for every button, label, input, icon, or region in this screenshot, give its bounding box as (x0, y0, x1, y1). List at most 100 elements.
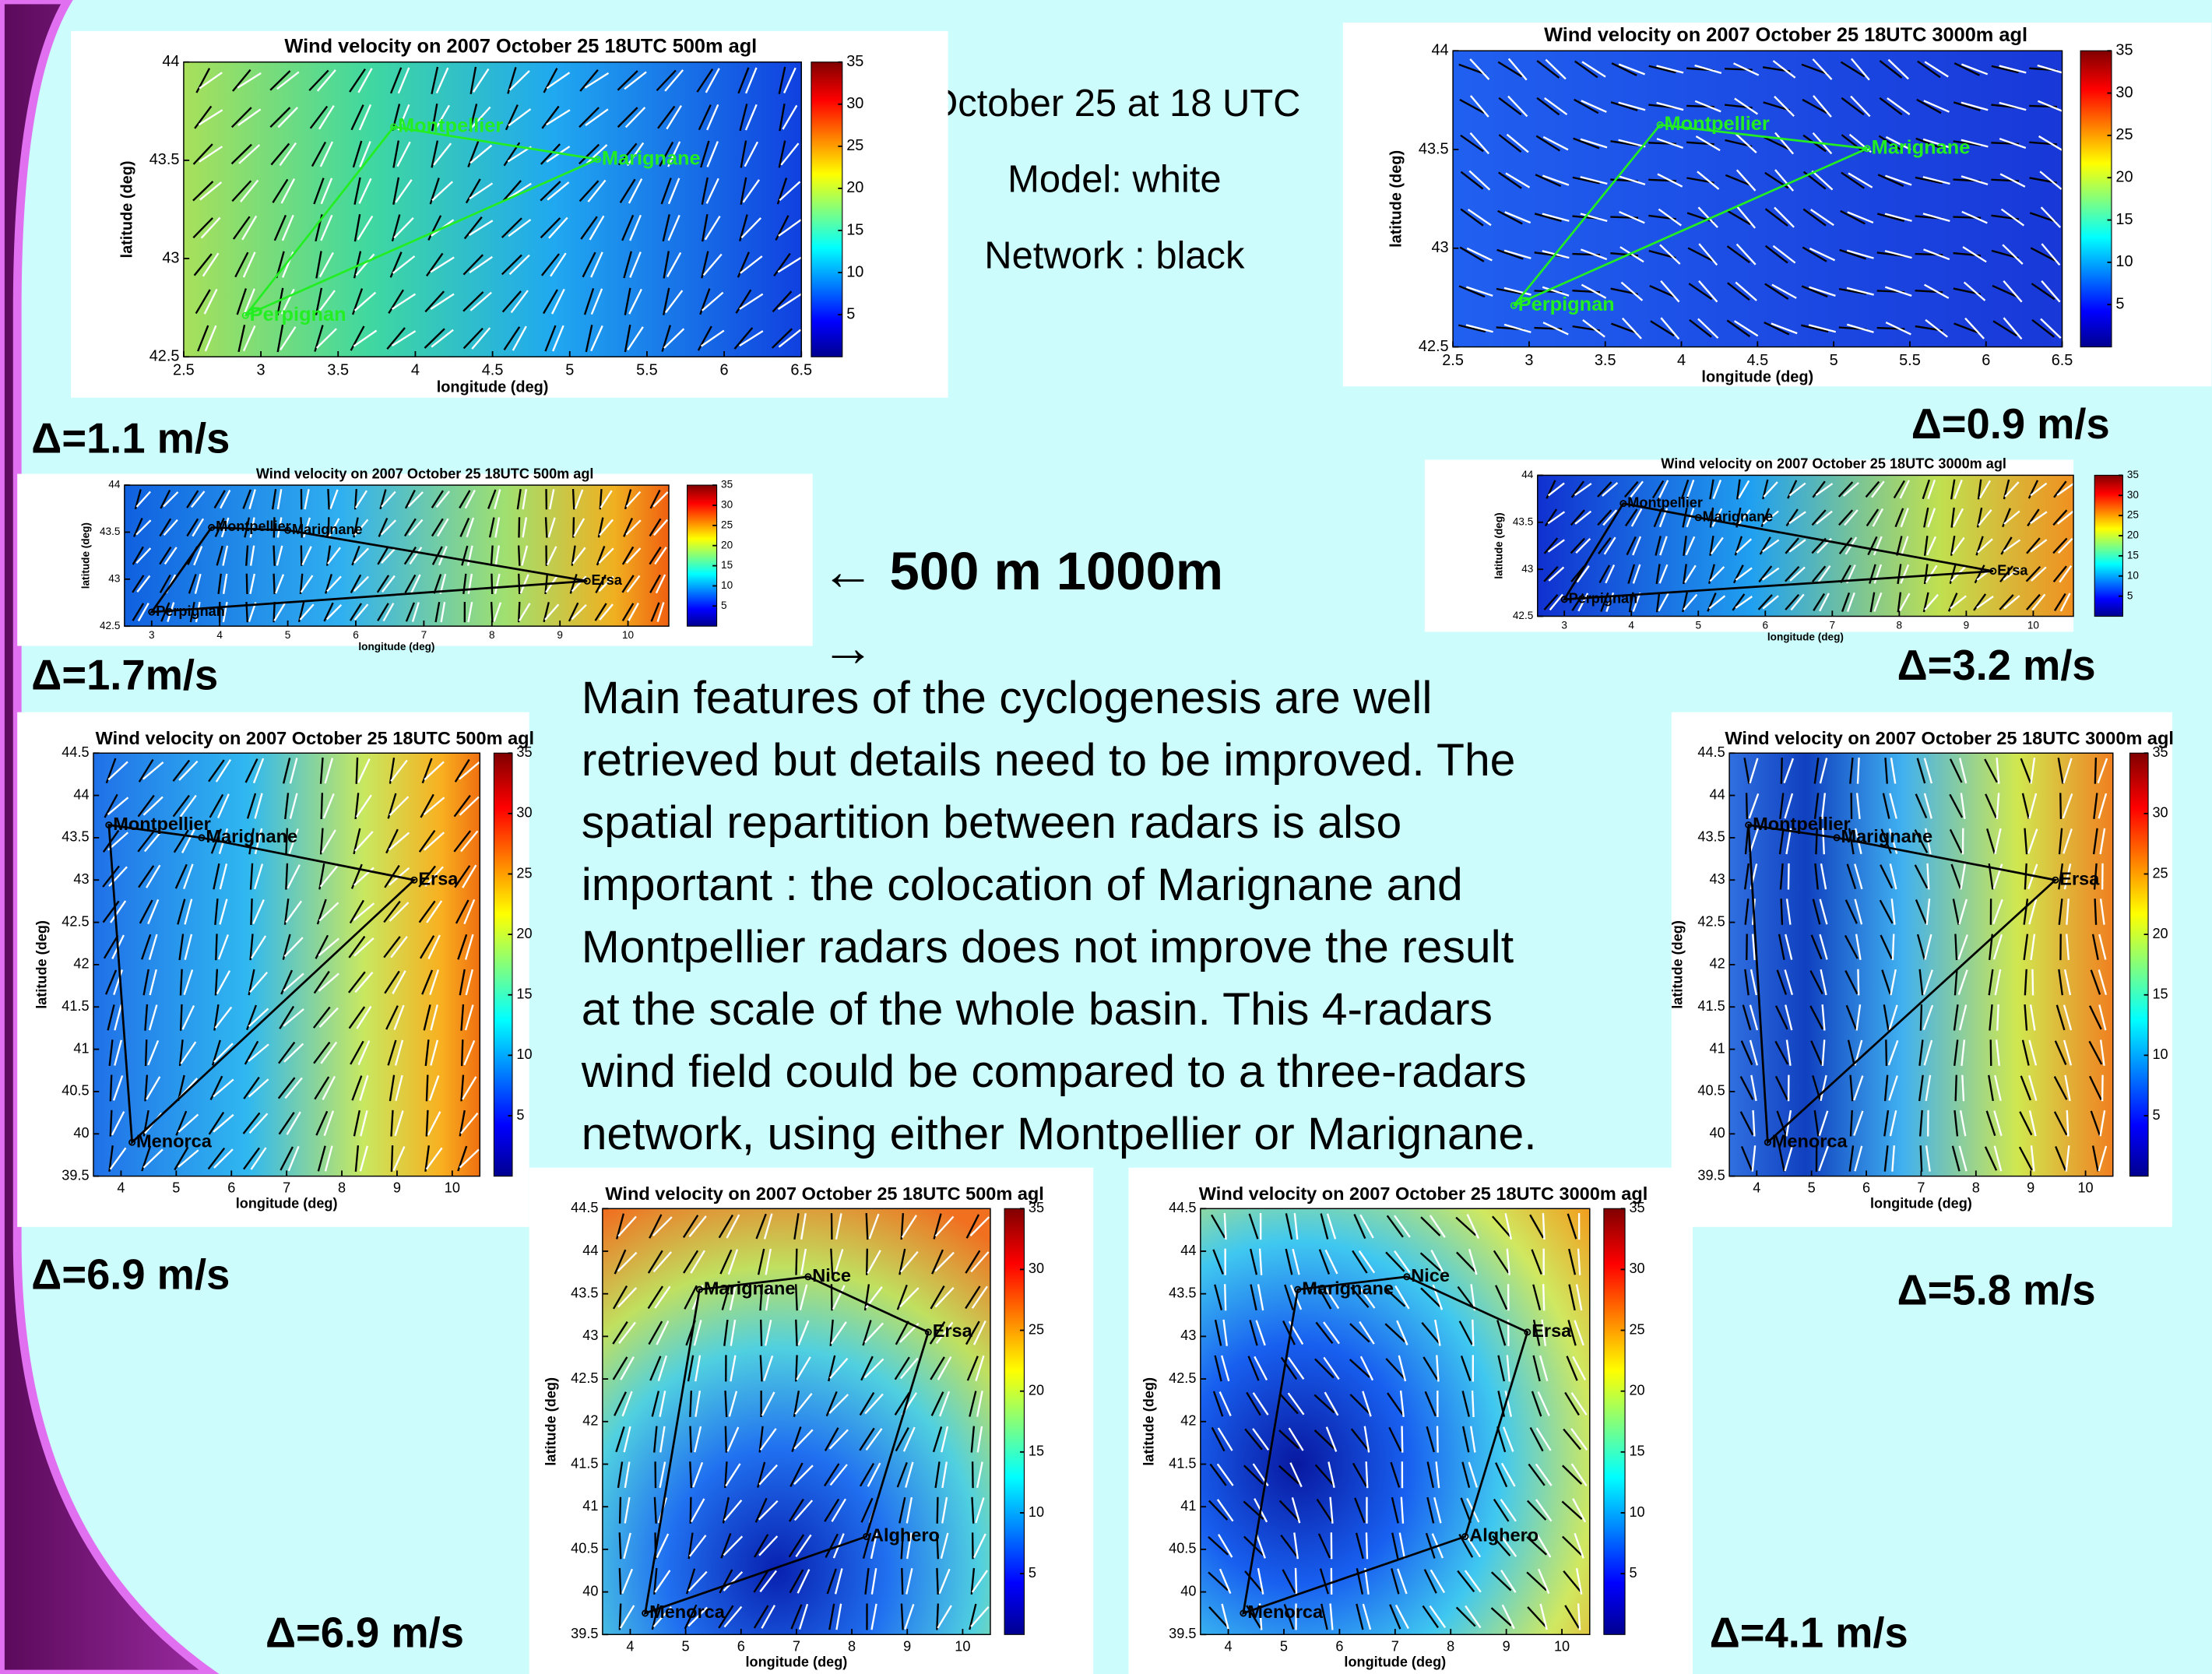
wind-vector (383, 936, 401, 958)
wind-vector (1212, 1249, 1224, 1275)
wind-vector (249, 517, 255, 538)
wind-vector (1394, 1250, 1411, 1274)
x-tick-label: 4 (216, 629, 223, 641)
station-label: Nice (812, 1265, 851, 1285)
wind-vector (1423, 1356, 1439, 1380)
wind-vector (1329, 1603, 1334, 1630)
wind-vector (777, 256, 803, 273)
x-tick-label: 4 (1225, 1638, 1233, 1654)
wind-vector (424, 1145, 430, 1172)
wind-vector (1785, 565, 1800, 582)
wind-vector (1957, 934, 1968, 960)
wind-vector (1915, 899, 1927, 924)
wind-vector (1884, 286, 1912, 297)
wind-vector (172, 759, 191, 782)
wind-vector (2093, 793, 2098, 819)
wind-vector (279, 142, 297, 167)
wind-vector (1900, 536, 1909, 556)
wind-vector (1543, 537, 1559, 554)
wind-vector (109, 1147, 127, 1170)
wind-vector (700, 329, 725, 347)
wind-vector (203, 288, 218, 315)
wind-vector (1854, 899, 1863, 925)
wind-vector (1845, 1004, 1858, 1030)
wind-vector (1788, 511, 1806, 525)
wind-vector (183, 863, 194, 890)
wind-vector (2053, 1075, 2068, 1100)
wind-vector (2024, 863, 2027, 890)
wind-vector (248, 969, 255, 996)
wind-vector (740, 255, 763, 274)
station-marker (593, 156, 601, 164)
wind-vector (1354, 1497, 1366, 1524)
wind-vector (2063, 828, 2073, 854)
wind-vector (1211, 1426, 1226, 1452)
wind-vector (653, 1567, 658, 1595)
wind-vector (1725, 209, 1751, 226)
wind-vector (1391, 1532, 1399, 1560)
wind-vector (1611, 62, 1637, 76)
wind-vector (1352, 1250, 1368, 1274)
wind-vector (2057, 758, 2064, 784)
y-tick-label: 41.5 (1169, 1455, 1196, 1471)
wind-vector (1740, 1146, 1753, 1171)
wind-vector (219, 899, 228, 925)
wind-vector (759, 1428, 777, 1451)
wind-vector (377, 603, 389, 621)
wind-vector (685, 1568, 696, 1595)
wind-vector (387, 1039, 397, 1066)
wind-vector (434, 601, 441, 623)
wind-vector (357, 758, 371, 783)
y-tick-label: 43.5 (571, 1285, 598, 1300)
x-tick-label: 6.5 (2052, 352, 2073, 369)
wind-vector (393, 217, 414, 239)
wind-vector (1985, 1110, 1996, 1137)
wind-vector (287, 1145, 300, 1172)
wind-vector (1992, 899, 2003, 925)
wind-vector (739, 293, 764, 310)
wind-vector (392, 1146, 406, 1171)
wind-vector (2000, 536, 2013, 555)
wind-vector (2019, 1111, 2033, 1136)
wind-vector (1917, 60, 1941, 79)
wind-vector (1529, 1426, 1544, 1452)
wind-vector (1580, 138, 1608, 149)
colorbar-tick-label: 25 (2115, 126, 2133, 143)
wind-vector (323, 602, 334, 622)
wind-vector (319, 865, 338, 888)
colorbar-tick-label: 25 (2127, 509, 2139, 521)
wind-vector (617, 142, 638, 166)
wind-vector (1963, 281, 1986, 301)
wind-vector (900, 1213, 905, 1240)
station-marker (1403, 1273, 1411, 1281)
wind-vector (466, 545, 473, 566)
wind-vector (965, 1321, 980, 1345)
wind-vector (1394, 1215, 1411, 1238)
wind-vector (1385, 1251, 1405, 1272)
wind-vector (299, 573, 304, 595)
wind-vector (107, 761, 128, 781)
wind-vector (617, 1461, 624, 1489)
wind-vector (431, 66, 439, 94)
wind-vector (778, 219, 802, 237)
wind-vector (1574, 1320, 1584, 1346)
wind-vector (2041, 280, 2061, 303)
wind-vector (941, 1426, 949, 1453)
wind-vector (1280, 1534, 1298, 1557)
wind-vector (222, 601, 228, 623)
colorbar-tick-label: 30 (2115, 84, 2133, 101)
colorbar-tick-label: 10 (1629, 1504, 1644, 1520)
wind-vector (1762, 510, 1779, 525)
wind-vector (702, 213, 709, 242)
wind-vector (569, 574, 578, 594)
wind-vector (1544, 97, 1568, 116)
colorbar-tick-label: 15 (1029, 1444, 1044, 1459)
wind-vector (1790, 593, 1805, 611)
wind-vector (136, 575, 151, 593)
wind-vector (250, 1147, 267, 1170)
wind-vector (459, 1110, 466, 1137)
wind-vector (1899, 480, 1910, 499)
wind-vector (1580, 176, 1608, 185)
wind-vector (621, 575, 635, 593)
x-axis-label: longitude (deg) (437, 378, 549, 396)
